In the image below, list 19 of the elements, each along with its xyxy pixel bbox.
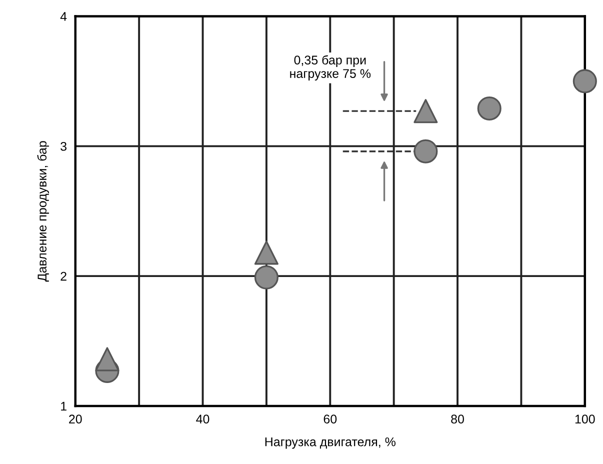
point (414, 99, 438, 124)
x-tick-label: 100 (575, 414, 595, 424)
y-tick-label: 1 (61, 402, 66, 411)
point (95, 347, 120, 372)
x-axis-title: Нагрузка двигателя, % (265, 437, 396, 449)
x-tick-label: 40 (196, 414, 210, 424)
x-tick-label: 20 (69, 414, 82, 424)
point (477, 96, 502, 121)
point (254, 240, 278, 265)
x-tick-label: 80 (451, 414, 464, 424)
y-tick-label: 2 (60, 272, 66, 281)
annotation: 0,35 бар при нагрузке 75 % (290, 55, 371, 80)
point (254, 265, 278, 290)
point (414, 139, 438, 164)
x-tick-label: 60 (324, 414, 337, 424)
y-tick-label: 3 (60, 142, 66, 151)
point (572, 69, 597, 94)
y-axis-title: Давление продувки, бар (37, 141, 49, 282)
y-tick-label: 4 (60, 12, 67, 21)
